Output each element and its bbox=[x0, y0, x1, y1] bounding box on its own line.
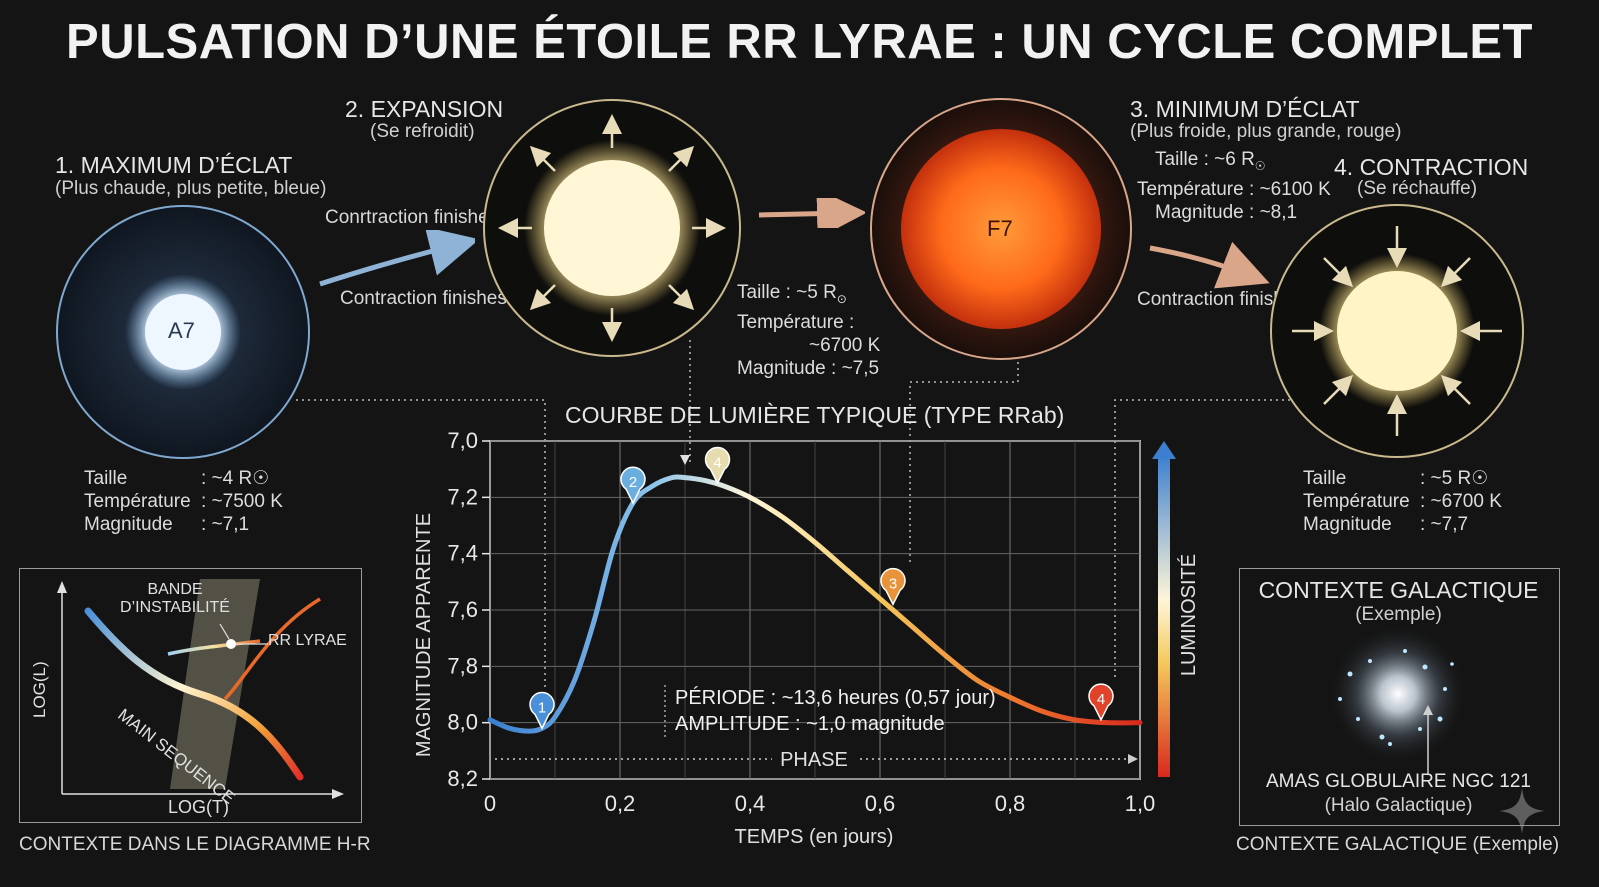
peak-arrow-icon bbox=[680, 455, 690, 465]
svg-text:3: 3 bbox=[889, 575, 897, 592]
stage3-subtitle: (Plus froide, plus grande, rouge) bbox=[1130, 121, 1402, 142]
luminosity-arrow-icon bbox=[1152, 441, 1176, 459]
chart-title: COURBE DE LUMIÈRE TYPIQUE (TYPE RRab) bbox=[565, 402, 1065, 428]
hr-x-label: LOG(T) bbox=[168, 797, 229, 817]
x-tick-label: 0,4 bbox=[735, 791, 766, 816]
star-label-f7: F7 bbox=[987, 216, 1013, 241]
phase-marker-4: 4 bbox=[704, 446, 731, 485]
arrow-label-1: Conrtraction finishes bbox=[325, 207, 499, 228]
svg-text:1: 1 bbox=[538, 699, 546, 716]
cluster-name: AMAS GLOBULAIRE NGC 121 bbox=[1265, 771, 1532, 792]
x-tick-label: 0,8 bbox=[995, 791, 1026, 816]
arrow-label-3: Contraction finishes bbox=[1137, 289, 1304, 310]
period-text: PÉRIODE : ~13,6 heures (0,57 jour) bbox=[675, 686, 996, 709]
y-tick-label: 8,0 bbox=[447, 710, 478, 735]
galactic-subtitle: (Exemple) bbox=[1355, 604, 1442, 625]
x-tick-label: 0,2 bbox=[605, 791, 636, 816]
arrow-1-2 bbox=[319, 230, 475, 287]
stage4-heading: 4. CONTRACTION bbox=[1334, 154, 1529, 180]
phase-marker-2: 2 bbox=[620, 466, 646, 505]
light-curve-chart: 0 0,2 0,4 0,6 0,8 1,0 7,0 7,2 7,4 7,6 7,8 8,0 8,2 1 2… bbox=[413, 428, 1200, 848]
stage1-stats: Taille: ~4 R☉ Température: ~7500 K Magni… bbox=[84, 468, 283, 535]
page-title: PULSATION D’UNE ÉTOILE RR LYRAE : UN CYC… bbox=[66, 15, 1533, 69]
stage2-subtitle: (Se refroidit) bbox=[370, 121, 475, 142]
svg-text:4: 4 bbox=[1097, 691, 1105, 708]
svg-text:4: 4 bbox=[713, 454, 721, 471]
y-tick-label: 7,2 bbox=[447, 484, 478, 509]
arrow-2-3 bbox=[758, 198, 865, 228]
stage4-subtitle: (Se réchauffe) bbox=[1357, 178, 1478, 199]
y-tick-label: 7,8 bbox=[447, 653, 478, 678]
rr-lyrae-label: RR LYRAE bbox=[268, 632, 347, 649]
cluster-subtitle: (Halo Galactique) bbox=[1324, 795, 1473, 816]
y-tick-label: 7,4 bbox=[447, 541, 478, 566]
stage2-heading: 2. EXPANSION bbox=[345, 96, 504, 122]
hr-caption: CONTEXTE DANS LE DIAGRAMME H-R bbox=[19, 834, 371, 855]
globular-cluster-image bbox=[1328, 624, 1468, 774]
hr-y-label: LOG(L) bbox=[30, 661, 49, 718]
luminosity-label: LUMINOSITÉ bbox=[1177, 554, 1200, 676]
phase-label: PHASE bbox=[780, 749, 848, 771]
galactic-title: CONTEXTE GALACTIQUE bbox=[1258, 577, 1539, 603]
y-tick-label: 7,6 bbox=[447, 597, 478, 622]
arrow-3-4 bbox=[1149, 241, 1270, 289]
hr-diagram bbox=[57, 579, 344, 799]
instability-band-label: BANDE D’INSTABILITÉ bbox=[120, 581, 230, 616]
chart-annotation: PÉRIODE : ~13,6 heures (0,57 jour) AMPLI… bbox=[664, 685, 996, 740]
amplitude-text: AMPLITUDE : ~1,0 magnitude bbox=[675, 713, 945, 735]
x-tick-label: 1,0 bbox=[1125, 791, 1156, 816]
stage1-heading: 1. MAXIMUM D’ÉCLAT bbox=[55, 152, 293, 178]
star-label-a7: A7 bbox=[168, 318, 195, 343]
svg-text:2: 2 bbox=[629, 474, 637, 491]
sparkle-icon bbox=[1499, 788, 1545, 834]
star-minimum bbox=[870, 98, 1132, 360]
stage4-stats: Taille: ~5 R☉ Température: ~6700 K Magni… bbox=[1303, 468, 1502, 535]
x-axis-label: TEMPS (en jours) bbox=[735, 826, 894, 848]
stage1-subtitle: (Plus chaude, plus petite, bleue) bbox=[55, 178, 327, 199]
light-curve-series bbox=[487, 474, 1143, 734]
arrow-label-2: Contraction finishes bbox=[340, 288, 507, 309]
phase-marker-1: 1 bbox=[529, 691, 555, 730]
y-tick-label: 8,2 bbox=[447, 766, 478, 791]
x-tick-label: 0,6 bbox=[865, 791, 896, 816]
y-tick-label: 7,0 bbox=[447, 428, 478, 453]
hr-diagram-panel bbox=[19, 568, 362, 823]
stage2-stats: Taille : ~5 R⊙ Température : ~6700 K Mag… bbox=[737, 282, 881, 379]
phase-arrow: PHASE bbox=[495, 749, 1138, 771]
galactic-caption: CONTEXTE GALACTIQUE (Exemple) bbox=[1236, 834, 1560, 855]
luminosity-bar bbox=[1158, 455, 1170, 777]
phase-marker-4: 4 bbox=[1088, 683, 1114, 722]
y-axis-label: MAGNITUDE APPARENTE bbox=[413, 513, 435, 757]
star-contraction bbox=[1270, 204, 1524, 458]
stage3-heading: 3. MINIMUM D’ÉCLAT bbox=[1130, 96, 1360, 122]
star-maximum bbox=[56, 205, 310, 459]
star-expansion bbox=[483, 99, 741, 357]
stage3-stats: Taille : ~6 R☉ Température : ~6100 K Mag… bbox=[1137, 149, 1331, 223]
x-tick-label: 0 bbox=[484, 791, 496, 816]
galactic-panel bbox=[1239, 568, 1560, 826]
phase-marker-3: 3 bbox=[880, 567, 906, 607]
